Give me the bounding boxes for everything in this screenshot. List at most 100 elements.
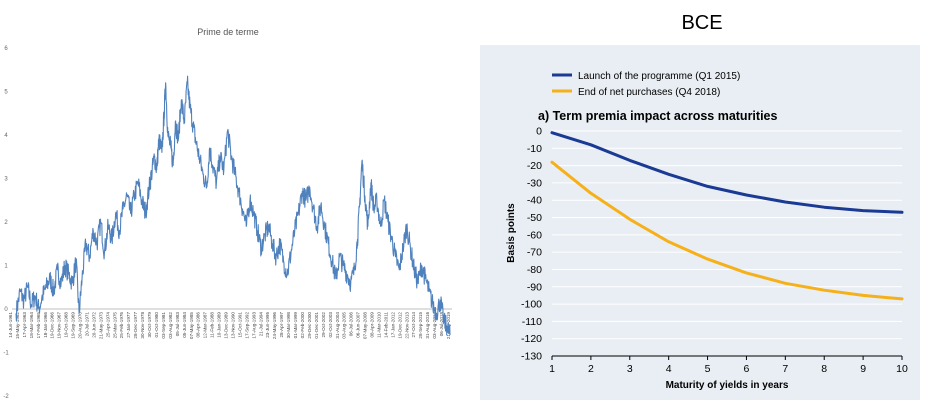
right-y-tick-label: -70 — [527, 247, 542, 259]
right-y-tick-label: 0 — [536, 126, 542, 138]
right-y-axis: 0 -10 -20 -30 -40 -50 -60 -70 -80 -90 -100 -110 -120… — [521, 126, 542, 363]
right-legend: Launch of the programme (Q1 2015) End of … — [552, 71, 740, 98]
left-x-tick-label: 13-Dec-1989 — [224, 312, 229, 339]
left-x-tick-label: 15-May-1962 — [15, 312, 20, 340]
left-x-tick-label: 13-Nov-1990 — [230, 312, 235, 339]
right-x-tick-label: 10 — [896, 363, 908, 375]
left-x-tick-label: 27-Oct-2014 — [411, 312, 416, 338]
left-x-tick-label: 17-Sep-1992 — [244, 312, 249, 339]
term-premia-panel: Launch of the programme (Q1 2015) End of … — [480, 45, 920, 400]
left-x-tick-label: 30-Nov-1978 — [140, 312, 145, 339]
left-x-tick-label: 17-Jan-2012 — [390, 312, 395, 338]
left-chart-title: Prime de terme — [197, 27, 259, 37]
left-x-tick-label: 18-Mar-1964 — [29, 312, 34, 339]
left-x-tick-label: 22-Nov-2013 — [404, 312, 409, 339]
left-x-tick-label: 10-Jan-1989 — [217, 312, 222, 338]
left-x-tick-label: 05-Jul-1983 — [175, 312, 180, 337]
left-x-tick-label: 19-Dec-2012 — [397, 312, 402, 339]
left-x-tick-label: 01-Dec-2001 — [314, 312, 319, 339]
left-x-tick-label: 03-Aug-1982 — [168, 312, 173, 339]
left-x-tick-label: 30-Oct-1979 — [147, 312, 152, 338]
left-y-tick-label: 3 — [4, 177, 8, 183]
left-x-tick-label: 06-Jun-2007 — [356, 312, 361, 338]
left-x-tick-label: 27-Jan-1977 — [126, 312, 131, 338]
right-x-tick-label: 4 — [666, 363, 672, 375]
right-x-tick-label: 1 — [549, 363, 555, 375]
left-x-tick-label: 30-Mar-1998 — [286, 312, 291, 339]
left-y-tick-label: 6 — [4, 46, 8, 52]
right-y-tick-label: -100 — [521, 299, 542, 311]
left-series-group — [15, 75, 451, 336]
left-x-tick-label: 12-Mar-1987 — [203, 312, 208, 339]
right-y-tick-label: -60 — [527, 229, 542, 241]
left-y-tick-label: 1 — [4, 264, 8, 270]
left-x-tick-label: 07-May-1985 — [189, 312, 194, 340]
left-y-tick-label: -1 — [3, 351, 9, 357]
left-x-tick-label: 29-Dec-2000 — [307, 312, 312, 339]
right-series-group — [550, 131, 904, 301]
left-y-tick-label: 4 — [4, 133, 8, 139]
left-x-tick-label: 01-Oct-1980 — [154, 312, 159, 338]
left-x-tick-label: 17-Feb-1965 — [36, 312, 41, 339]
right-y-tick-label: -90 — [527, 281, 542, 293]
right-chart-title: a) Term premia impact across maturities — [538, 109, 777, 123]
left-x-tick-label: 17-Aug-1993 — [251, 312, 256, 339]
right-y-tick-label: -80 — [527, 264, 542, 276]
right-x-axis-label: Maturity of yields in years — [666, 380, 789, 391]
left-x-tick-label: 02-Feb-2000 — [300, 312, 305, 339]
right-y-tick-label: -110 — [522, 316, 542, 328]
right-y-tick-label: -130 — [521, 351, 542, 363]
left-x-tick-label: 20-Jul-1971 — [84, 312, 89, 337]
right-x-tick-label: 2 — [588, 363, 594, 375]
left-x-tick-label: 20-Jun-1972 — [91, 312, 96, 338]
left-x-tick-label: 31-Aug-2016 — [425, 312, 430, 339]
left-x-tick-label: 15-Oct-1991 — [237, 312, 242, 338]
left-x-tick-label: 14-Jun-1961 — [8, 312, 13, 338]
right-x-tick-label: 8 — [821, 363, 827, 375]
right-y-tick-label: -30 — [527, 177, 542, 189]
left-x-tick-label: 21-Jul-1994 — [258, 312, 263, 337]
left-x-tick-label: 31-Aug-2004 — [335, 312, 340, 339]
left-x-tick-label: 03-Sep-1981 — [161, 312, 166, 339]
right-legend-label-2: End of net purchases (Q4 2018) — [578, 87, 720, 98]
left-x-tick-label: 28-Dec-1977 — [133, 312, 138, 339]
left-x-tick-label: 23-Jun-1995 — [265, 312, 270, 338]
left-x-tick-label: 08-Apr-2009 — [370, 312, 375, 338]
left-x-tick-label: 19-Dec-1966 — [50, 312, 55, 339]
left-x-tick-label: 08-Apr-1986 — [196, 312, 201, 338]
left-x-tick-label: 11-Mar-2010 — [376, 312, 381, 338]
left-x-tick-label: 20-Aug-1970 — [78, 312, 83, 339]
right-series-line-2 — [550, 160, 904, 301]
left-x-tick-label: 02-Oct-2003 — [328, 312, 333, 338]
right-legend-label-1: Launch of the programme (Q1 2015) — [578, 71, 740, 82]
left-x-tick-label: 07-May-2008 — [363, 312, 368, 340]
left-x-tick-label: 06-Jul-2018 — [439, 312, 444, 337]
left-x-tick-label: 28-Apr-1997 — [279, 312, 284, 338]
left-x-tick-label: 03-Aug-2005 — [342, 312, 347, 339]
term-premia-chart: Launch of the programme (Q1 2015) End of … — [506, 71, 908, 391]
left-y-tick-label: 2 — [4, 220, 8, 226]
right-x-tick-label: 5 — [705, 363, 711, 375]
left-x-tick-label: 25-Apr-1974 — [105, 312, 110, 338]
right-series-line-1 — [550, 131, 904, 214]
right-y-tick-label: -120 — [521, 333, 542, 345]
right-y-axis-label: Basis points — [506, 203, 517, 263]
right-y-tick-label: -10 — [527, 143, 542, 155]
right-y-tick-label: -50 — [527, 212, 542, 224]
left-x-tick-label: 21-May-1973 — [98, 312, 103, 340]
left-x-tick-label: 05-Jun-1984 — [182, 312, 187, 338]
left-x-tick-label: 28-Sep-2015 — [418, 312, 423, 339]
right-x-axis: 1 2 3 4 5 6 7 8 9 10 — [549, 356, 908, 375]
right-y-tick-label: -40 — [527, 195, 542, 207]
right-x-tick-label: 9 — [860, 363, 866, 375]
left-y-axis: -2 -1 0 1 2 3 4 5 6 — [3, 46, 9, 400]
left-x-tick-label: 25-Feb-1976 — [119, 312, 124, 339]
left-y-tick-label: -2 — [3, 394, 9, 400]
right-y-tick-label: -20 — [527, 160, 542, 172]
right-x-tick-label: 6 — [744, 363, 750, 375]
right-grid — [552, 130, 902, 357]
left-x-tick-label: 24-May-1996 — [272, 312, 277, 340]
left-y-tick-label: 0 — [4, 307, 8, 313]
left-x-tick-label: 06-Jul-2006 — [349, 312, 354, 337]
